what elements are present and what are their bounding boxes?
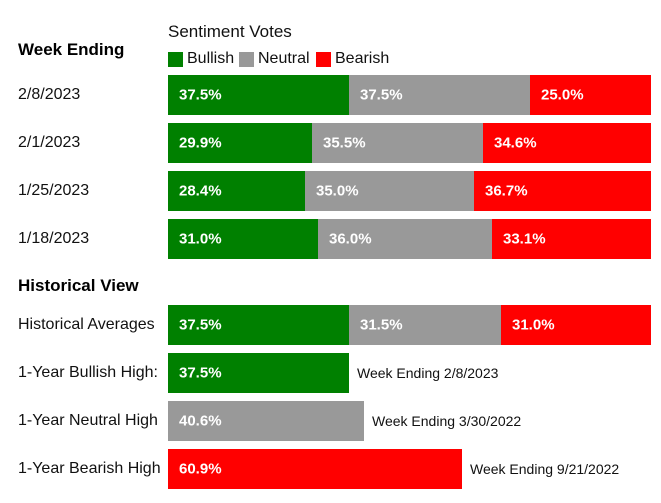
legend-label-bearish: Bearish — [335, 50, 390, 67]
bar-segment-bullish: 28.4% — [168, 171, 305, 211]
bullish-high-note: Week Ending 2/8/2023 — [357, 365, 499, 381]
bar-segment-bullish: 31.0% — [168, 219, 318, 259]
bar-neutral-high: 40.6% — [168, 401, 364, 441]
legend-swatch-bearish — [316, 51, 331, 67]
bar-value-label: 40.6% — [179, 412, 222, 430]
week-label-2-8-2023: 2/8/2023 — [18, 86, 81, 103]
bar-segment-neutral: 31.5% — [349, 305, 501, 345]
legend-label-neutral: Neutral — [258, 50, 310, 67]
stacked-bar-2-1-2023: 29.9% 35.5% 34.6% — [168, 123, 651, 163]
bar-value-label: 37.5% — [179, 86, 222, 104]
bar-value-label: 31.5% — [360, 316, 403, 334]
bar-segment-bearish: 36.7% — [474, 171, 651, 211]
bar-value-label: 36.0% — [329, 230, 372, 248]
stacked-bar-historical-averages: 37.5% 31.5% 31.0% — [168, 305, 651, 345]
stacked-bar-1-25-2023: 28.4% 35.0% 36.7% — [168, 171, 651, 211]
bar-bearish-high: 60.9% — [168, 449, 462, 489]
bar-bullish-high: 37.5% — [168, 353, 349, 393]
bar-segment-neutral: 36.0% — [318, 219, 492, 259]
week-label-2-1-2023: 2/1/2023 — [18, 134, 81, 151]
bullish-high-label: 1-Year Bullish High: — [18, 364, 158, 381]
bar-value-label: 35.5% — [323, 134, 366, 152]
legend-swatch-bullish — [168, 51, 183, 67]
bar-segment-bullish: 29.9% — [168, 123, 312, 163]
bar-segment-bullish: 37.5% — [168, 75, 349, 115]
legend-label-bullish: Bullish — [187, 50, 235, 67]
stacked-bar-1-18-2023: 31.0% 36.0% 33.1% — [168, 219, 651, 259]
bar-value-label: 25.0% — [541, 86, 584, 104]
legend-item-bearish: Bearish — [316, 50, 389, 68]
bar-value-label: 37.5% — [179, 316, 222, 334]
bar-value-label: 31.0% — [512, 316, 555, 334]
bar-segment-bearish: 31.0% — [501, 305, 651, 345]
bar-value-label: 37.5% — [179, 364, 222, 382]
bar-value-label: 34.6% — [494, 134, 537, 152]
historical-averages-label: Historical Averages — [18, 316, 155, 333]
neutral-high-label: 1-Year Neutral High — [18, 412, 158, 429]
bar-value-label: 36.7% — [485, 182, 528, 200]
legend-swatch-neutral — [239, 51, 254, 67]
bar-value-label: 60.9% — [179, 460, 222, 478]
bearish-high-note: Week Ending 9/21/2022 — [470, 461, 620, 477]
bar-segment-bearish: 25.0% — [530, 75, 651, 115]
week-label-1-25-2023: 1/25/2023 — [18, 182, 90, 199]
bar-value-label: 31.0% — [179, 230, 222, 248]
bar-value-label: 37.5% — [360, 86, 403, 104]
bar-segment-neutral: 37.5% — [349, 75, 530, 115]
legend-item-bullish: Bullish — [168, 50, 234, 68]
legend-title: Sentiment Votes — [168, 22, 292, 41]
bar-segment-neutral: 35.5% — [312, 123, 483, 163]
week-label-1-18-2023: 1/18/2023 — [18, 230, 90, 247]
neutral-high-note: Week Ending 3/30/2022 — [372, 413, 522, 429]
bearish-high-label: 1-Year Bearish High — [18, 460, 161, 477]
historical-view-heading: Historical View — [18, 276, 139, 295]
bar-segment-neutral: 35.0% — [305, 171, 474, 211]
bar-segment-bearish: 33.1% — [492, 219, 651, 259]
bar-segment-bearish: 34.6% — [483, 123, 651, 163]
bar-value-label: 28.4% — [179, 182, 222, 200]
legend-item-neutral: Neutral — [239, 50, 310, 68]
bar-value-label: 33.1% — [503, 230, 546, 248]
stacked-bar-2-8-2023: 37.5% 37.5% 25.0% — [168, 75, 651, 115]
week-ending-heading: Week Ending — [18, 40, 125, 59]
bar-value-label: 35.0% — [316, 182, 359, 200]
bar-segment-bullish: 37.5% — [168, 305, 349, 345]
bar-value-label: 29.9% — [179, 134, 222, 152]
